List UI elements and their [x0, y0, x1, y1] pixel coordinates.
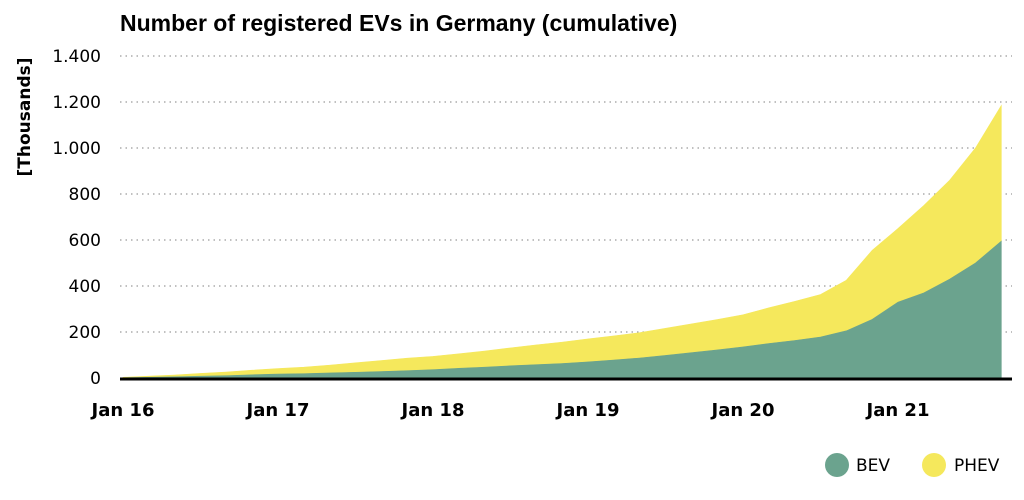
y-tick-label: 600 — [69, 231, 101, 251]
y-axis-label: [Thousands] — [15, 58, 35, 177]
area-layer — [122, 104, 1002, 379]
y-tick-label: 0 — [90, 369, 101, 389]
x-tick-label: Jan 20 — [710, 400, 775, 421]
x-tick-label: Jan 16 — [90, 400, 155, 421]
x-tick-label: Jan 19 — [555, 400, 620, 421]
y-tick-label: 1.200 — [52, 93, 101, 113]
legend-swatch-bev — [825, 453, 849, 477]
legend-label-phev: PHEV — [954, 456, 1000, 476]
y-tick-label: 1.400 — [52, 47, 101, 67]
chart-title: Number of registered EVs in Germany (cum… — [120, 10, 678, 36]
y-tick-label: 800 — [69, 185, 101, 205]
y-tick-label: 400 — [69, 277, 101, 297]
x-tick-label: Jan 18 — [400, 400, 465, 421]
x-tick-label: Jan 21 — [865, 400, 930, 421]
legend-swatch-phev — [922, 453, 946, 477]
axis-layer: 0 200 400 600 800 1.000 1.200 1.400 [Thousands] J… — [15, 47, 1012, 421]
x-tick-label: Jan 17 — [245, 400, 310, 421]
y-tick-label: 1.000 — [52, 139, 101, 159]
grid-layer — [120, 55, 1012, 333]
legend-label-bev: BEV — [856, 456, 890, 476]
legend: BEV PHEV — [825, 453, 1000, 477]
y-tick-label: 200 — [69, 323, 101, 343]
